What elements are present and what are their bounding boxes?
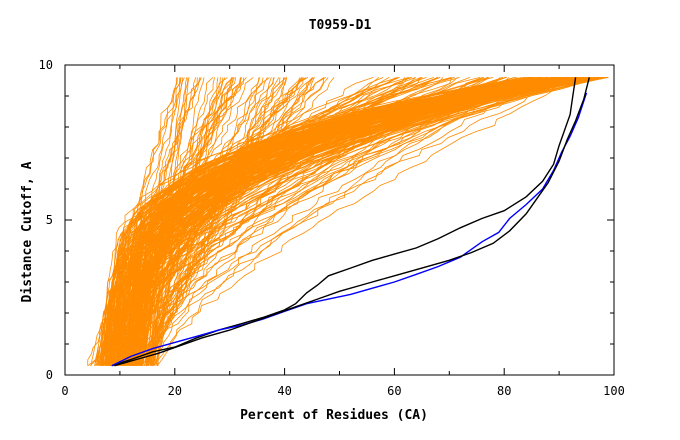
model-curve xyxy=(125,77,198,366)
y-tick-label: 10 xyxy=(39,58,53,72)
model-curve xyxy=(114,77,325,366)
highlighted-curves xyxy=(111,77,590,367)
model-curve xyxy=(145,77,264,366)
axis-ticks: 0 20 40 60 80 100 0 5 10 xyxy=(39,58,625,398)
model-curve xyxy=(137,77,244,366)
y-tick-label: 0 xyxy=(46,368,53,382)
model-curve xyxy=(140,77,315,366)
x-axis-label: Percent of Residues (CA) xyxy=(240,408,428,423)
model-curve xyxy=(123,77,302,366)
x-tick-label: 80 xyxy=(497,384,511,398)
model-curve xyxy=(118,77,242,366)
model-curve xyxy=(150,77,261,366)
y-tick-label: 5 xyxy=(46,213,53,227)
model-curve xyxy=(106,77,529,366)
model-curve xyxy=(151,77,313,366)
model-curve xyxy=(106,77,275,366)
model-curve xyxy=(146,77,270,366)
model-curves xyxy=(87,77,609,367)
model-curve xyxy=(101,77,471,366)
model-curve xyxy=(148,77,533,366)
model-curve xyxy=(105,77,247,366)
x-tick-label: 20 xyxy=(168,384,182,398)
model-curve xyxy=(151,77,284,366)
x-tick-label: 0 xyxy=(61,384,68,398)
model-curve xyxy=(155,77,483,366)
model-curve xyxy=(156,77,579,366)
model-curve xyxy=(145,77,549,366)
model-curve xyxy=(90,77,307,366)
model-curve xyxy=(114,77,233,366)
model-curve xyxy=(96,77,178,366)
model-curve xyxy=(100,77,235,366)
model-curve xyxy=(125,77,412,366)
model-curve xyxy=(154,77,458,366)
model-curve xyxy=(117,77,326,366)
model-curve xyxy=(111,77,177,366)
highlight-series-line xyxy=(114,77,590,367)
model-curve xyxy=(137,77,280,366)
model-curve xyxy=(108,77,455,366)
x-tick-label: 60 xyxy=(387,384,401,398)
x-tick-label: 40 xyxy=(277,384,291,398)
y-axis-label: Distance Cutoff, A xyxy=(20,161,35,302)
model-curve xyxy=(101,77,268,366)
model-curve xyxy=(142,77,221,366)
model-curve xyxy=(96,77,202,366)
x-tick-label: 100 xyxy=(603,384,625,398)
model-curve xyxy=(150,77,507,366)
model-curve xyxy=(156,77,530,366)
model-curve xyxy=(119,77,313,366)
model-curve xyxy=(105,77,582,366)
highlight-series-line xyxy=(111,92,588,367)
model-curve xyxy=(111,77,228,366)
model-curve xyxy=(87,77,335,367)
chart-title: T0959-D1 xyxy=(309,18,372,33)
model-curve xyxy=(151,77,304,366)
model-curve xyxy=(132,77,329,366)
model-curve xyxy=(144,77,183,366)
